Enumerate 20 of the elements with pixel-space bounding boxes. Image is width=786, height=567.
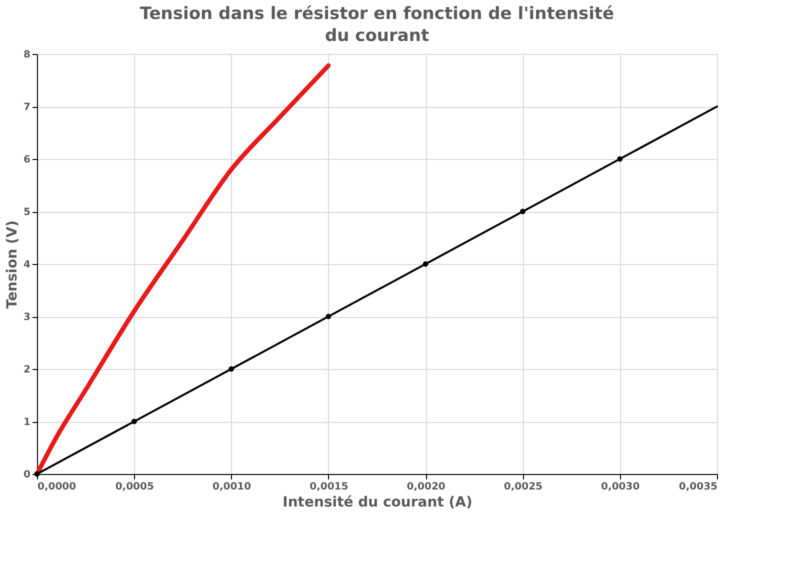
chart-title: Tension dans le résistor en fonction de l'intensité du courant <box>140 4 614 46</box>
x-tick-label: 0,0000 <box>38 482 76 492</box>
y-tick-label: 6 <box>24 154 31 166</box>
x-tick-label: 0,0015 <box>310 482 348 492</box>
x-axis-title: Intensité du courant (A) <box>282 494 472 510</box>
y-tick-label: 2 <box>24 364 31 376</box>
y-axis-title: Tension (V) <box>4 220 21 309</box>
y-tick-label: 3 <box>24 312 31 323</box>
x-tick-label: 0,0025 <box>504 482 543 492</box>
x-tick-label: 0,0035 <box>678 482 718 492</box>
x-tick-label: 0,0030 <box>601 482 640 492</box>
x-tick-label: 0,0010 <box>212 482 252 492</box>
y-tick-label: 0 <box>24 470 31 480</box>
x-tick-label: 0,0005 <box>115 482 154 492</box>
y-tick-label: 5 <box>24 207 31 218</box>
y-tick-label: 8 <box>24 50 31 60</box>
y-tick-label: 4 <box>24 260 31 270</box>
y-tick-label: 1 <box>24 417 31 428</box>
y-tick-label: 7 <box>24 102 31 113</box>
x-tick-label: 0,0020 <box>406 482 446 492</box>
